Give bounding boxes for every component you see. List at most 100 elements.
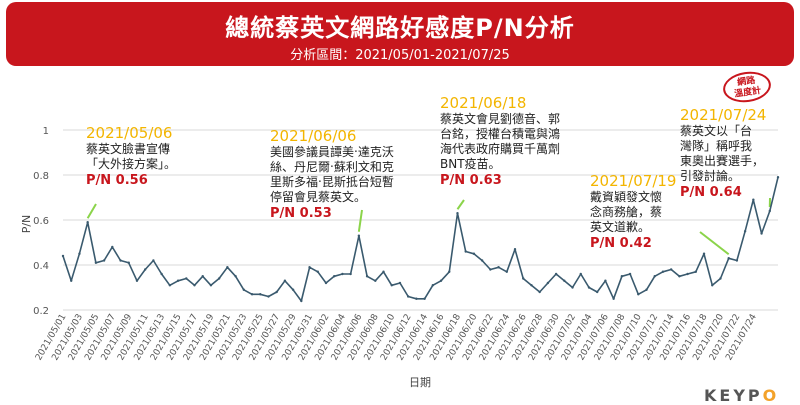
data-point [514, 248, 516, 250]
data-point [571, 286, 573, 288]
data-point [448, 271, 450, 273]
annotation-pointer [88, 204, 96, 218]
data-point [678, 275, 680, 277]
y-tick-label: 0.2 [33, 306, 49, 317]
data-point [407, 295, 409, 297]
annotation-pn: P/N 0.42 [590, 236, 676, 251]
keypo-logo: KEYPO [704, 386, 779, 405]
annotation-pointer [700, 232, 729, 254]
data-point [654, 275, 656, 277]
data-point [177, 280, 179, 282]
annotation-text: 美國參議員譚美‧達克沃 絲、丹尼爾‧蘇利文和克 里斯多福‧昆斯抵台短暫 停留會見… [270, 145, 394, 205]
annotation-pointer [457, 200, 464, 209]
data-point [522, 277, 524, 279]
data-point [234, 275, 236, 277]
annotation-0719: 2021/07/19 戴資穎發文懷 念商務艙，蔡 英文道歉。 P/N 0.42 [590, 172, 676, 251]
annotation-date: 2021/07/24 [680, 106, 766, 124]
annotation-pn: P/N 0.53 [270, 206, 394, 221]
data-point [152, 259, 154, 261]
data-point [727, 257, 729, 259]
data-point [777, 176, 779, 178]
data-point [300, 300, 302, 302]
annotation-date: 2021/06/18 [440, 94, 560, 112]
data-point [506, 271, 508, 273]
y-axis-label: P/N [20, 215, 33, 234]
data-point [596, 291, 598, 293]
data-point [399, 282, 401, 284]
data-point [160, 273, 162, 275]
annotation-pn: P/N 0.56 [86, 173, 176, 188]
data-point [144, 268, 146, 270]
data-point [637, 293, 639, 295]
data-point [259, 293, 261, 295]
data-point [284, 280, 286, 282]
annotation-0606: 2021/06/06 美國參議員譚美‧達克沃 絲、丹尼爾‧蘇利文和克 里斯多福‧… [270, 127, 394, 221]
annotation-pn: P/N 0.64 [680, 185, 766, 200]
y-tick-label: 1 [43, 126, 49, 137]
data-point [670, 268, 672, 270]
data-point [218, 277, 220, 279]
data-point [382, 271, 384, 273]
data-point [111, 246, 113, 248]
data-point [769, 210, 771, 212]
data-point [136, 280, 138, 282]
data-point [621, 275, 623, 277]
data-point [267, 295, 269, 297]
data-point [251, 293, 253, 295]
annotation-pn: P/N 0.63 [440, 173, 560, 188]
data-point [481, 259, 483, 261]
data-point [308, 266, 310, 268]
data-point [555, 273, 557, 275]
data-point [374, 280, 376, 282]
logo-text: KEYP [704, 386, 763, 405]
data-point [497, 266, 499, 268]
data-point [333, 275, 335, 277]
data-point [349, 273, 351, 275]
annotation-0618: 2021/06/18 蔡英文會見劉德音、郭 台銘，授權台積電與鴻 海代表政府購買… [440, 94, 560, 188]
data-point [440, 280, 442, 282]
data-point [193, 284, 195, 286]
data-point [547, 282, 549, 284]
x-axis-label: 日期 [409, 376, 431, 389]
logo-o: O [763, 386, 780, 405]
data-point [456, 212, 458, 214]
data-point [275, 291, 277, 293]
data-point [366, 275, 368, 277]
data-point [760, 232, 762, 234]
annotation-text: 蔡英文以「台 灣隊」稱呼我 東奧出賽選手， 引發討論。 [680, 124, 766, 184]
data-point [645, 289, 647, 291]
data-point [604, 280, 606, 282]
data-point [703, 253, 705, 255]
data-point [432, 284, 434, 286]
annotation-date: 2021/07/19 [590, 172, 676, 190]
data-point [391, 284, 393, 286]
data-point [662, 271, 664, 273]
data-point [341, 273, 343, 275]
annotation-text: 蔡英文會見劉德音、郭 台銘，授權台積電與鴻 海代表政府購買千萬劑 BNT疫苗。 [440, 112, 560, 172]
annotation-date: 2021/06/06 [270, 127, 394, 145]
data-point [489, 268, 491, 270]
data-point [588, 286, 590, 288]
data-point [423, 298, 425, 300]
data-point [719, 277, 721, 279]
data-point [415, 298, 417, 300]
data-point [86, 221, 88, 223]
data-point [563, 280, 565, 282]
data-point [465, 250, 467, 252]
data-point [78, 253, 80, 255]
data-point [202, 275, 204, 277]
data-point [226, 266, 228, 268]
data-point [70, 280, 72, 282]
annotation-text: 戴資穎發文懷 念商務艙，蔡 英文道歉。 [590, 190, 676, 235]
data-point [711, 284, 713, 286]
data-point [210, 284, 212, 286]
data-point [95, 262, 97, 264]
data-point [580, 273, 582, 275]
data-point [358, 235, 360, 237]
annotation-0724: 2021/07/24 蔡英文以「台 灣隊」稱呼我 東奧出賽選手， 引發討論。 P… [680, 106, 766, 200]
data-point [62, 255, 64, 257]
data-point [744, 230, 746, 232]
y-tick-label: 0.4 [33, 261, 49, 272]
annotation-0506: 2021/05/06 蔡英文臉書宣傳 「大外接方案」。 P/N 0.56 [86, 124, 176, 188]
data-point [612, 298, 614, 300]
